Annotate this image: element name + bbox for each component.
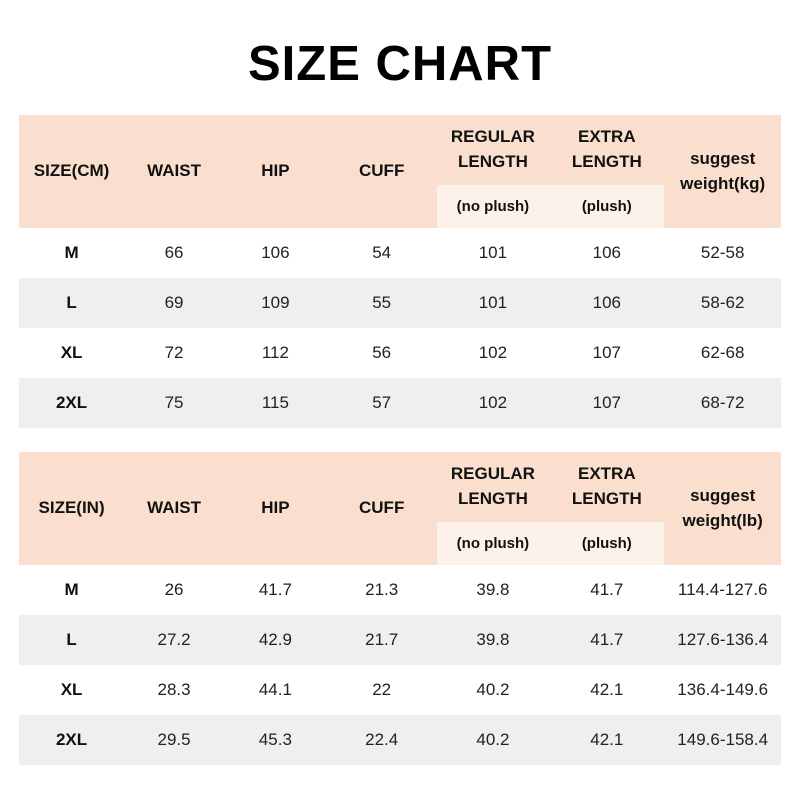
value-cell: 115 [223,378,327,428]
value-cell: 41.7 [549,565,665,615]
value-cell: 106 [549,228,665,278]
table-row: M 26 41.7 21.3 39.8 41.7 114.4-127.6 [19,565,781,615]
subheader-no-plush: (no plush) [436,185,550,228]
value-cell: 52-58 [664,228,781,278]
header-cuff: CUFF [326,452,437,565]
value-cell: 66 [124,228,224,278]
value-cell: 22.4 [326,715,437,765]
header-size: SIZE(CM) [19,115,125,228]
size-cell: L [19,278,125,328]
header-waist: WAIST [124,115,224,228]
value-cell: 26 [124,565,224,615]
header-suggest-weight: suggest weight(kg) [664,115,781,228]
value-cell: 44.1 [223,665,327,715]
table-row: L 27.2 42.9 21.7 39.8 41.7 127.6-136.4 [19,615,781,665]
value-cell: 106 [223,228,327,278]
value-cell: 69 [124,278,224,328]
value-cell: 101 [436,278,550,328]
value-cell: 149.6-158.4 [664,715,781,765]
value-cell: 41.7 [549,615,665,665]
table-row: 2XL 29.5 45.3 22.4 40.2 42.1 149.6-158.4 [19,715,781,765]
value-cell: 102 [436,378,550,428]
value-cell: 54 [326,228,437,278]
table-row: M 66 106 54 101 106 52-58 [19,228,781,278]
value-cell: 106 [549,278,665,328]
size-cell: 2XL [19,715,125,765]
value-cell: 112 [223,328,327,378]
header-regular-length: REGULAR LENGTH [436,452,550,522]
value-cell: 62-68 [664,328,781,378]
value-cell: 72 [124,328,224,378]
subheader-no-plush: (no plush) [436,522,550,565]
size-cell: 2XL [19,378,125,428]
header-extra-length: EXTRA LENGTH [549,115,665,185]
value-cell: 107 [549,328,665,378]
header-cuff: CUFF [326,115,437,228]
size-cell: M [19,228,125,278]
value-cell: 22 [326,665,437,715]
value-cell: 136.4-149.6 [664,665,781,715]
header-suggest-weight: suggest weight(lb) [664,452,781,565]
value-cell: 57 [326,378,437,428]
size-chart-container: SIZE(CM) WAIST HIP CUFF REGULAR LENGTH E… [19,115,781,765]
table-row: L 69 109 55 101 106 58-62 [19,278,781,328]
value-cell: 114.4-127.6 [664,565,781,615]
table-row: XL 28.3 44.1 22 40.2 42.1 136.4-149.6 [19,665,781,715]
value-cell: 39.8 [436,565,550,615]
value-cell: 45.3 [223,715,327,765]
value-cell: 101 [436,228,550,278]
table-row: 2XL 75 115 57 102 107 68-72 [19,378,781,428]
size-table-in: SIZE(IN) WAIST HIP CUFF REGULAR LENGTH E… [19,452,781,765]
value-cell: 58-62 [664,278,781,328]
value-cell: 107 [549,378,665,428]
size-table-cm: SIZE(CM) WAIST HIP CUFF REGULAR LENGTH E… [19,115,781,428]
value-cell: 28.3 [124,665,224,715]
size-cell: L [19,615,125,665]
subheader-plush: (plush) [549,185,665,228]
value-cell: 56 [326,328,437,378]
value-cell: 127.6-136.4 [664,615,781,665]
header-regular-length: REGULAR LENGTH [436,115,550,185]
header-size: SIZE(IN) [19,452,125,565]
value-cell: 109 [223,278,327,328]
value-cell: 41.7 [223,565,327,615]
size-cell: XL [19,665,125,715]
page-title: SIZE CHART [248,37,552,91]
value-cell: 21.7 [326,615,437,665]
value-cell: 42.9 [223,615,327,665]
size-cell: M [19,565,125,615]
value-cell: 55 [326,278,437,328]
value-cell: 40.2 [436,715,550,765]
value-cell: 42.1 [549,715,665,765]
header-hip: HIP [223,452,327,565]
size-cell: XL [19,328,125,378]
header-hip: HIP [223,115,327,228]
value-cell: 29.5 [124,715,224,765]
header-extra-length: EXTRA LENGTH [549,452,665,522]
table-row: XL 72 112 56 102 107 62-68 [19,328,781,378]
value-cell: 68-72 [664,378,781,428]
value-cell: 39.8 [436,615,550,665]
value-cell: 21.3 [326,565,437,615]
value-cell: 102 [436,328,550,378]
header-waist: WAIST [124,452,224,565]
value-cell: 75 [124,378,224,428]
value-cell: 40.2 [436,665,550,715]
subheader-plush: (plush) [549,522,665,565]
value-cell: 42.1 [549,665,665,715]
value-cell: 27.2 [124,615,224,665]
